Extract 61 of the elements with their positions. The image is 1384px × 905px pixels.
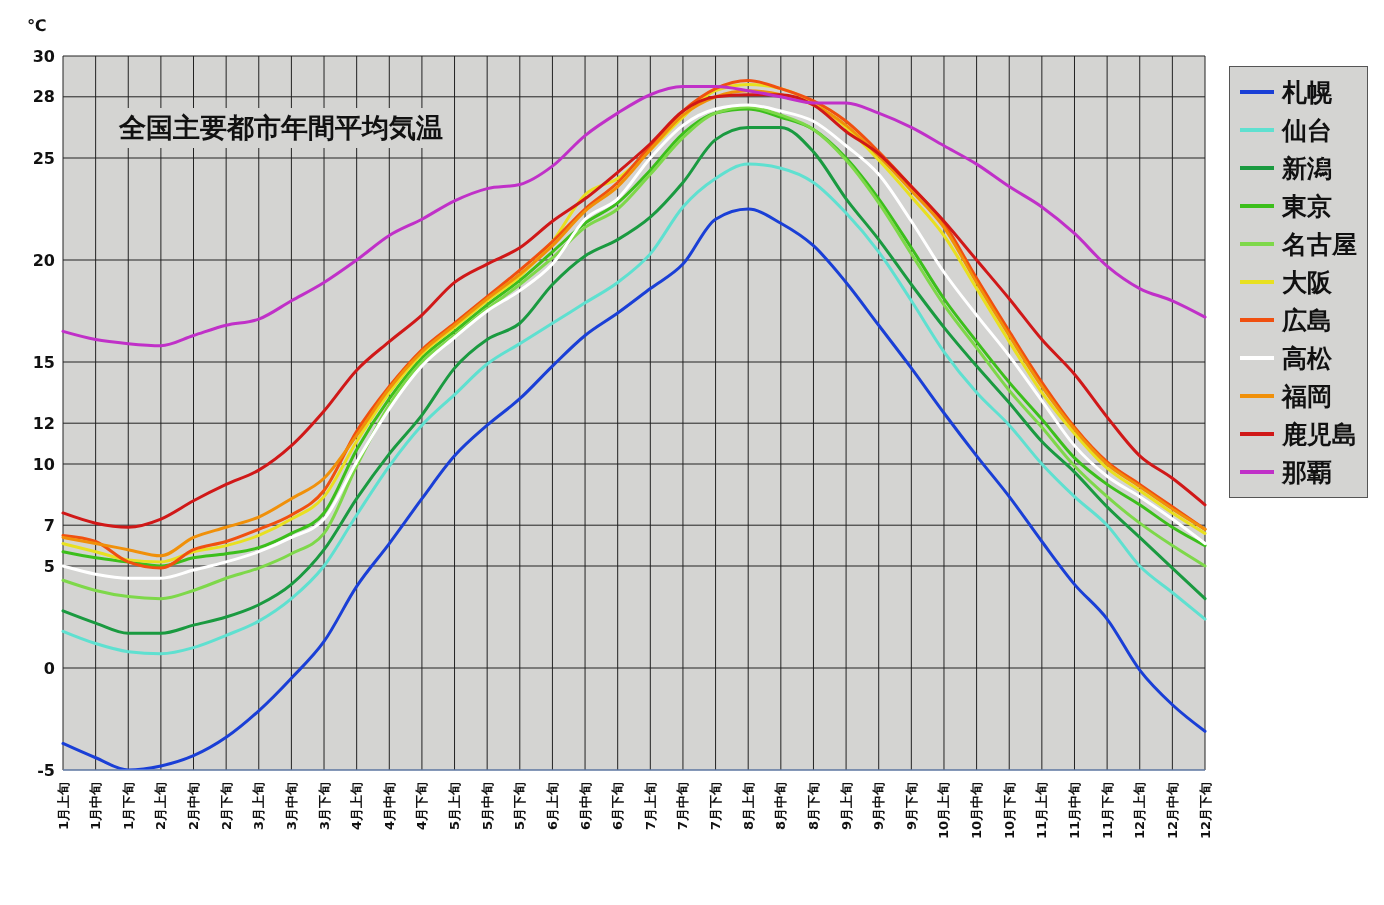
text: 全国主要都市年間平均気温: [113, 108, 449, 148]
x-tick-label: 9月下旬: [903, 782, 919, 831]
x-tick-label: 4月上旬: [349, 782, 365, 831]
x-tick-label: 5月中旬: [479, 782, 495, 831]
x-tick-label: 3月上旬: [251, 782, 267, 831]
x-tick-label: 8月中旬: [773, 782, 789, 831]
x-tick-label: 3月下旬: [316, 782, 332, 831]
x-tick-label: 1月中旬: [88, 782, 104, 831]
x-tick-label: 1月下旬: [120, 782, 136, 831]
legend-label: 那覇: [1282, 456, 1332, 489]
y-tick-label: 20: [32, 250, 55, 270]
x-tick-label: 10月上旬: [936, 782, 952, 840]
y-tick-label: 0: [43, 658, 55, 678]
x-tick-label: 8月上旬: [740, 782, 756, 831]
legend-label: 高松: [1282, 342, 1332, 375]
x-tick-label: 7月中旬: [675, 782, 691, 831]
x-tick-label: 9月上旬: [838, 782, 854, 831]
x-tick-label: 2月上旬: [153, 782, 169, 831]
x-tick-label: 12月上旬: [1132, 782, 1148, 840]
x-tick-label: 10月下旬: [1001, 782, 1017, 840]
y-tick-label: 28: [32, 87, 55, 107]
legend-label: 新潟: [1282, 152, 1332, 185]
x-tick-label: 12月下旬: [1197, 782, 1213, 840]
y-tick-label: 15: [32, 352, 55, 372]
x-tick-label: 12月中旬: [1164, 782, 1180, 840]
x-tick-label: 2月下旬: [218, 782, 234, 831]
x-tick-label: 7月下旬: [708, 782, 724, 831]
legend-label: 仙台: [1282, 114, 1332, 147]
x-tick-label: 5月上旬: [447, 782, 463, 831]
y-tick-label: -5: [37, 760, 55, 780]
legend-label: 札幌: [1282, 76, 1332, 109]
y-axis-title: ℃: [27, 16, 47, 35]
y-tick-label: 12: [32, 413, 55, 433]
x-tick-label: 4月下旬: [414, 782, 430, 831]
x-tick-label: 6月上旬: [544, 782, 560, 831]
legend-label: 広島: [1282, 304, 1332, 337]
x-tick-label: 11月中旬: [1066, 782, 1082, 840]
legend-label: 大阪: [1282, 266, 1332, 299]
x-tick-label: 3月中旬: [283, 782, 299, 831]
y-tick-label: 7: [43, 515, 55, 535]
x-tick-label: 6月下旬: [610, 782, 626, 831]
x-tick-label: 1月上旬: [55, 782, 71, 831]
legend-label: 名古屋: [1282, 228, 1357, 261]
x-tick-label: 7月上旬: [642, 782, 658, 831]
x-tick-label: 9月中旬: [871, 782, 887, 831]
x-tick-label: 4月中旬: [381, 782, 397, 831]
y-tick-label: 5: [43, 556, 55, 576]
y-tick-label: 30: [32, 46, 55, 66]
line-series: [61, 85, 1207, 348]
x-tick-label: 2月中旬: [186, 782, 202, 831]
y-tick-label: 25: [32, 148, 55, 168]
x-tick-label: 5月下旬: [512, 782, 528, 831]
legend-label: 東京: [1282, 190, 1332, 223]
x-tick-label: 8月下旬: [805, 782, 821, 831]
legend-label: 鹿児島: [1282, 418, 1357, 451]
y-tick-label: 10: [32, 454, 55, 474]
x-tick-label: 11月下旬: [1099, 782, 1115, 840]
x-tick-label: 11月上旬: [1034, 782, 1050, 840]
x-tick-label: 10月中旬: [969, 782, 985, 840]
legend-label: 福岡: [1282, 380, 1332, 413]
x-tick-label: 6月中旬: [577, 782, 593, 831]
